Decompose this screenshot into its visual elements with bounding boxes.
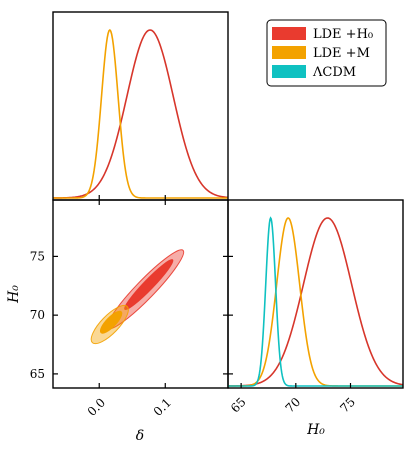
H0-marginal-frame [227, 199, 404, 389]
legend-swatch-0 [272, 27, 306, 40]
H0-marginal-tick-label-2: 75 [337, 395, 358, 416]
delta-marginal-curve-0 [52, 29, 229, 199]
legend-swatch-2 [272, 65, 306, 78]
delta-marginal-curve-1 [53, 28, 228, 199]
x-axis-label-H0: H₀ [306, 422, 325, 438]
H0-marginal-tick-label-0: 65 [228, 395, 249, 416]
legend-label-1: LDE +M [313, 46, 370, 61]
y-axis-label-H0: H₀ [6, 285, 22, 304]
x-axis-label-delta: δ [136, 428, 144, 444]
legend: LDE +H₀ LDE +M ΛCDM [266, 19, 387, 87]
H0-marginal-tick-label-1: 70 [283, 395, 304, 416]
joint-contour-inner-0 [124, 259, 174, 311]
delta-marginal-panel [52, 11, 229, 201]
H0-marginal-curve-1 [228, 217, 403, 387]
H0-tick-label-1: 70 [30, 308, 45, 322]
H0-marginal-curve-0 [228, 217, 403, 387]
legend-label-0: LDE +H₀ [313, 27, 373, 42]
delta-tick-label-1: 0.1 [151, 395, 174, 418]
H0-tick-label-2: 75 [30, 249, 45, 263]
joint-contour-panel: 0.0 0.1 65 70 75 δ H₀ [6, 195, 233, 444]
H0-marginal-curve-2 [228, 216, 403, 387]
legend-swatch-1 [272, 46, 306, 59]
joint-contour-inner-1 [99, 310, 123, 334]
legend-label-2: ΛCDM [312, 65, 356, 80]
delta-marginal-frame [52, 11, 229, 201]
delta-tick-label-0: 0.0 [85, 395, 108, 418]
H0-tick-label-0: 65 [30, 367, 45, 381]
H0-marginal-panel: 65 70 75 H₀ [227, 199, 404, 438]
